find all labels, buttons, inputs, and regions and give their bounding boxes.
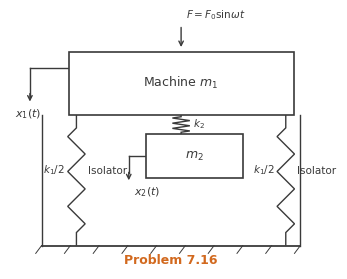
Text: $x_2(t)$: $x_2(t)$ [134,185,160,199]
Bar [146,134,243,178]
Text: $k_1/2$: $k_1/2$ [253,163,274,177]
Text: Isolator: Isolator [88,165,127,175]
Text: $k_2$: $k_2$ [193,117,205,131]
Text: $k_1/2$: $k_1/2$ [43,163,65,177]
Text: Problem 7.16: Problem 7.16 [124,254,218,267]
Text: Isolator: Isolator [297,165,337,175]
Text: $m_2$: $m_2$ [185,150,204,163]
Text: $F = F_0\mathrm{sin}\omega t$: $F = F_0\mathrm{sin}\omega t$ [186,8,245,22]
Text: $x_1(t)$: $x_1(t)$ [15,107,41,121]
Text: Machine $m_1$: Machine $m_1$ [144,75,219,91]
Bar [69,52,294,115]
